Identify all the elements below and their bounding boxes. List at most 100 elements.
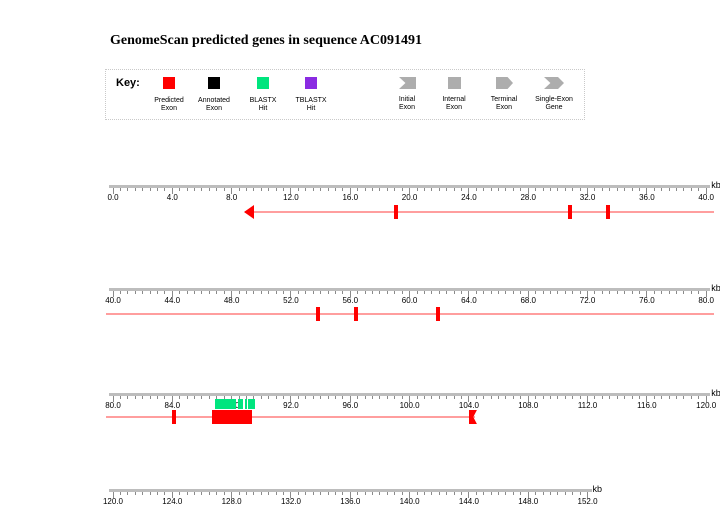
ruler-tick xyxy=(342,291,344,294)
ruler-tick xyxy=(171,492,173,498)
axis-unit-label: kb xyxy=(711,283,720,293)
ruler-tick xyxy=(238,291,240,294)
ruler-tick xyxy=(186,492,188,495)
ruler-tick xyxy=(653,291,655,294)
ruler-tick xyxy=(409,492,411,498)
ruler-tick xyxy=(386,396,388,399)
ruler-tick xyxy=(194,396,196,399)
ruler-tick xyxy=(386,291,388,294)
ruler-tick xyxy=(468,492,470,498)
ruler-label: 12.0 xyxy=(283,193,299,202)
ruler-tick xyxy=(423,291,425,294)
axis-unit-label: kb xyxy=(711,180,720,190)
ruler-tick xyxy=(431,396,433,399)
ruler-tick xyxy=(631,396,633,399)
single-exon-gene-label: Single-Exon Gene xyxy=(535,96,573,111)
ruler-tick xyxy=(475,396,477,399)
internal-exon-mark xyxy=(315,307,320,321)
ruler-tick xyxy=(134,188,136,191)
ruler-tick xyxy=(416,396,418,399)
tblastx-hit-swatch xyxy=(305,77,317,89)
ruler-tick xyxy=(394,291,396,294)
ruler-tick xyxy=(127,396,129,399)
ruler-label: 136.0 xyxy=(340,497,361,506)
ruler-tick xyxy=(379,492,381,495)
ruler-tick xyxy=(557,188,559,191)
ruler-label: 60.0 xyxy=(401,296,418,305)
ruler-tick xyxy=(624,188,626,191)
ruler-tick xyxy=(431,188,433,191)
ruler-tick xyxy=(527,291,529,297)
ruler-tick xyxy=(483,492,485,495)
ruler-tick xyxy=(275,188,277,191)
ruler-tick xyxy=(483,396,485,399)
blastx-hit-label: BLASTX Hit xyxy=(249,97,277,112)
ruler-label: 68.0 xyxy=(520,296,537,305)
axis-unit-label: kb xyxy=(711,388,720,398)
ruler-tick xyxy=(646,396,648,402)
ruler-tick xyxy=(483,291,485,294)
ruler-tick xyxy=(520,188,522,191)
ruler-tick xyxy=(112,291,114,297)
ruler-tick xyxy=(349,492,351,498)
ruler-tick xyxy=(208,291,210,294)
ruler-tick xyxy=(453,396,455,399)
ruler-tick xyxy=(461,492,462,495)
ruler-tick xyxy=(364,291,366,294)
ruler-tick xyxy=(231,492,233,498)
ruler-tick xyxy=(638,291,640,294)
ruler-tick xyxy=(357,492,359,495)
ruler-tick xyxy=(342,492,344,495)
ruler-tick xyxy=(179,188,181,191)
ruler-tick xyxy=(409,188,411,194)
ruler-tick xyxy=(653,396,655,399)
ruler-tick xyxy=(549,291,551,294)
ruler-label: 16.0 xyxy=(342,193,359,202)
ruler-tick xyxy=(253,291,255,294)
ruler-tick xyxy=(127,291,129,294)
blastx-hit-box xyxy=(247,399,256,409)
ruler-tick xyxy=(179,492,181,495)
ruler-tick xyxy=(527,188,529,194)
ruler-label: 148.0 xyxy=(518,497,539,506)
ruler-tick xyxy=(705,396,707,402)
ruler-label: 120.0 xyxy=(102,497,124,506)
ruler-tick xyxy=(379,291,381,294)
ruler-tick xyxy=(245,291,247,294)
ruler-tick xyxy=(564,492,566,495)
ruler-tick xyxy=(357,188,359,191)
ruler-tick xyxy=(194,492,196,495)
ruler-label: 52.0 xyxy=(283,296,299,305)
ruler-tick xyxy=(423,492,425,495)
ruler-tick xyxy=(498,291,500,294)
ruler-tick xyxy=(112,492,114,498)
ruler-tick xyxy=(661,291,663,294)
ruler-tick xyxy=(475,291,477,294)
ruler-tick xyxy=(320,492,322,495)
ruler-tick xyxy=(401,396,403,399)
ruler-label: 40.0 xyxy=(698,193,714,202)
ruler-tick xyxy=(475,492,477,495)
ruler-tick xyxy=(668,291,670,294)
gene-line xyxy=(105,416,475,418)
ruler-tick xyxy=(364,396,366,399)
ruler-tick xyxy=(520,492,522,495)
ruler-tick xyxy=(297,492,299,495)
ruler-tick xyxy=(372,188,374,191)
ruler-tick xyxy=(579,188,581,191)
ruler-tick xyxy=(409,396,411,402)
initial-exon-icon xyxy=(399,77,416,89)
ruler-tick xyxy=(186,396,188,399)
ruler-tick xyxy=(438,188,440,191)
ruler-tick xyxy=(142,291,144,294)
ruler-tick xyxy=(320,291,322,294)
ruler-tick xyxy=(119,188,121,191)
ruler-label: 104.0 xyxy=(458,401,479,410)
ruler-tick xyxy=(238,188,240,191)
ruler-label: 28.0 xyxy=(520,193,537,202)
ruler-tick xyxy=(208,396,210,399)
ruler-tick xyxy=(661,188,663,191)
ruler-label: 92.0 xyxy=(283,401,299,410)
ruler-label: 76.0 xyxy=(639,296,655,305)
ruler-tick xyxy=(505,188,507,191)
